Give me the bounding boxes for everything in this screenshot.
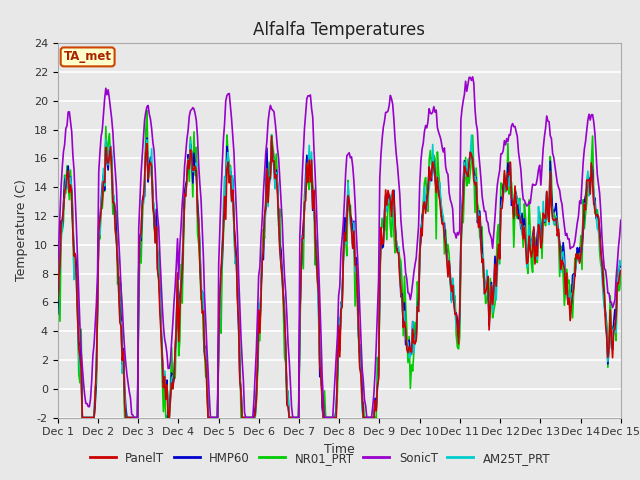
Text: TA_met: TA_met xyxy=(63,50,111,63)
X-axis label: Time: Time xyxy=(324,443,355,456)
Y-axis label: Temperature (C): Temperature (C) xyxy=(15,180,28,281)
Title: Alfalfa Temperatures: Alfalfa Temperatures xyxy=(253,21,425,39)
Legend: PanelT, HMP60, NR01_PRT, SonicT, AM25T_PRT: PanelT, HMP60, NR01_PRT, SonicT, AM25T_P… xyxy=(85,447,555,469)
